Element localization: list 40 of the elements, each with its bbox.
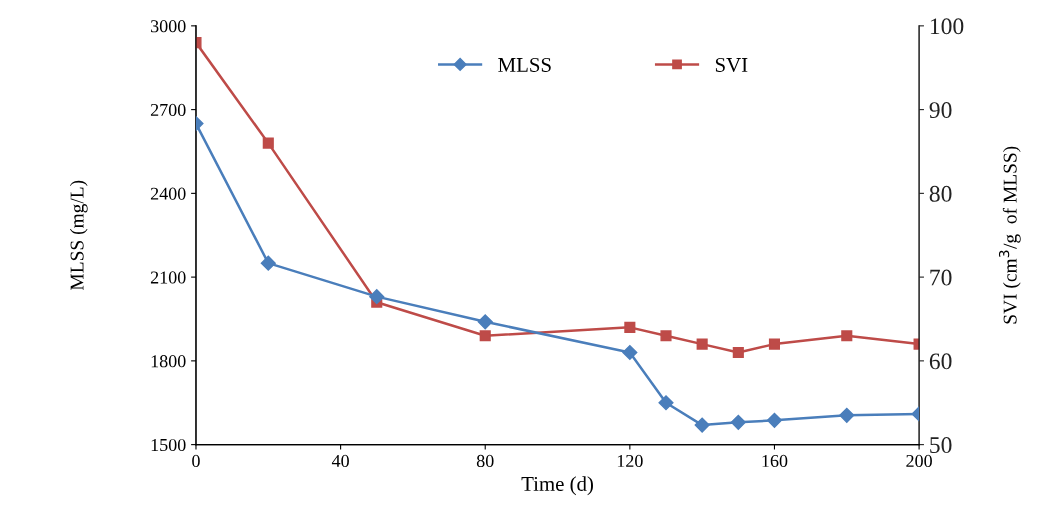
y-tick-label: 3000 [151,20,186,33]
point [262,137,274,149]
point [730,414,746,430]
y-tick-label: 1500 [151,438,186,452]
point [694,417,710,433]
x-tick-label: 120 [617,454,643,468]
x-tick-label: 0 [192,454,200,468]
y2-tick-label: 90 [929,102,952,119]
legend-label: SVI [715,57,748,73]
point [622,344,638,361]
point [766,412,783,428]
point [696,338,708,350]
y2-tick-label: 70 [930,269,952,286]
y2-tick-label: 50 [930,437,952,454]
x-tick-label: 40 [331,454,349,468]
y2-tick-label: 100 [930,18,964,35]
legend-label: MLSS [498,57,551,72]
point [260,255,276,271]
y-tick-label: 2100 [150,271,186,284]
y-tick-label: 1800 [151,355,186,368]
x-tick-label: 80 [476,454,494,468]
y2-tick-label: 80 [929,185,952,202]
point [477,314,493,330]
x-axis-title: Time (d) [521,476,593,496]
point [479,330,491,342]
y2-tick-label: 60 [929,353,952,370]
x-tick-label: 160 [762,454,788,468]
point [369,289,385,305]
point [768,338,781,350]
y-tick-label: 2400 [150,187,186,200]
point [839,407,855,423]
point [841,330,853,342]
point [660,330,672,342]
point [658,395,674,411]
y2-axis-title: SVI (cm$^{3}$/g of MLSS) [998,146,1021,324]
y-axis-title: MLSS (mg/L) [69,180,88,291]
x-tick-label: 200 [906,454,932,468]
y-tick-label: 2700 [150,103,186,117]
point [732,346,744,359]
point [624,321,636,333]
